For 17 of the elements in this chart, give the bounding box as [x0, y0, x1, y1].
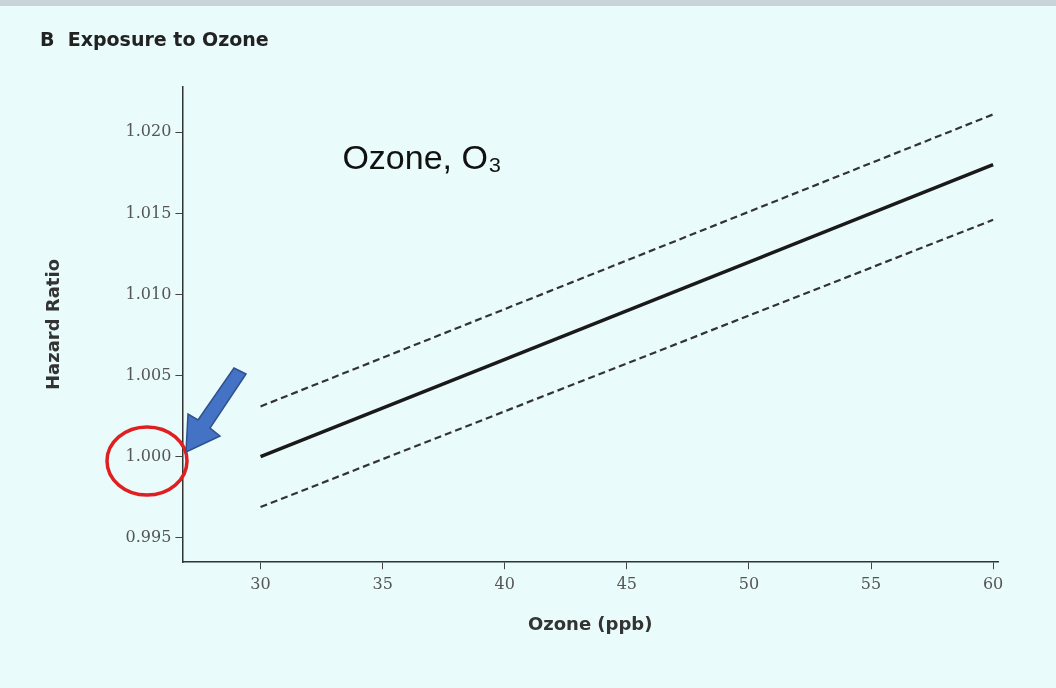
chart-title: B Exposure to Ozone	[40, 28, 269, 51]
y-tick-label: 1.005	[125, 364, 172, 384]
y-axis-title: Hazard Ratio	[42, 258, 64, 391]
y-tick-label: 1.015	[125, 202, 172, 222]
y-tick-label: 1.020	[125, 121, 172, 141]
y-tick-label: 0.995	[125, 527, 172, 547]
x-tick-label: 50	[738, 573, 760, 593]
x-tick-label: 60	[982, 573, 1004, 593]
x-tick-label: 35	[372, 573, 393, 593]
x-axis-title: Ozone (ppb)	[527, 612, 653, 634]
x-tick-label: 55	[860, 573, 882, 593]
y-tick-label: 1.010	[125, 283, 172, 303]
y-tick-label: 1.000	[125, 445, 172, 465]
annotation: Ozone, O₃	[342, 137, 502, 176]
x-tick-label: 40	[494, 573, 515, 593]
x-tick-label: 45	[616, 573, 638, 593]
x-tick-label: 30	[250, 573, 271, 593]
